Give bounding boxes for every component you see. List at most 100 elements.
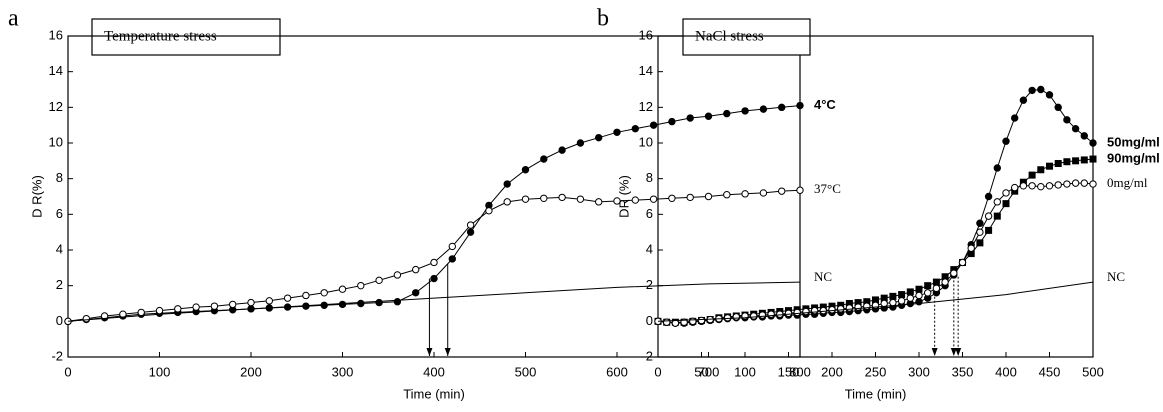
data-point <box>686 193 694 202</box>
data-point <box>915 291 923 300</box>
data-point <box>448 242 456 251</box>
x-tick-label: 0 <box>654 364 661 379</box>
data-point <box>915 285 923 293</box>
data-point <box>778 103 786 112</box>
data-point <box>932 284 941 293</box>
series-label: 37°C <box>814 181 841 196</box>
data-point <box>430 274 438 283</box>
data-point <box>82 314 91 323</box>
data-point <box>466 228 475 236</box>
data-point <box>1011 183 1019 192</box>
series-line <box>657 88 1094 324</box>
data-point <box>810 306 819 315</box>
data-point <box>976 228 984 236</box>
data-point <box>985 226 993 234</box>
data-point <box>906 288 914 296</box>
data-point <box>689 317 697 326</box>
data-point <box>1063 158 1071 166</box>
x-tick-label: 500 <box>1082 364 1104 379</box>
data-point <box>1045 182 1054 190</box>
data-point <box>210 302 219 310</box>
data-point <box>503 198 511 206</box>
data-point <box>320 289 328 297</box>
data-point <box>448 255 456 263</box>
x-tick-label: 450 <box>1039 364 1061 379</box>
data-point <box>357 299 365 308</box>
data-point <box>1071 125 1080 133</box>
data-point <box>993 212 1001 220</box>
data-point <box>283 294 292 302</box>
data-point <box>540 155 548 163</box>
data-point <box>485 207 493 215</box>
data-point <box>741 107 749 115</box>
series-label: NC <box>814 269 832 284</box>
y-tick-label: 0 <box>646 313 653 328</box>
data-point <box>1054 160 1062 168</box>
series-line <box>67 105 801 322</box>
data-point <box>1046 162 1053 170</box>
arrow-head <box>955 348 962 356</box>
data-point <box>993 198 1001 206</box>
data-point <box>357 281 365 290</box>
x-tick-label: 150 <box>778 364 800 379</box>
data-point <box>784 309 793 318</box>
data-point <box>412 265 420 274</box>
data-point <box>668 194 676 202</box>
x-tick-label: 100 <box>149 364 171 379</box>
data-point <box>906 294 914 302</box>
data-point <box>521 195 530 203</box>
data-point <box>1089 180 1097 188</box>
data-point <box>796 101 804 110</box>
data-point <box>767 310 775 318</box>
series-label: 0mg/ml <box>1107 175 1148 190</box>
data-point <box>613 128 621 137</box>
x-tick-label: 600 <box>606 364 628 379</box>
data-point <box>1063 116 1071 124</box>
x-tick-label: 500 <box>515 364 537 379</box>
data-point <box>898 291 906 299</box>
data-point <box>1002 189 1010 197</box>
data-point <box>741 190 749 198</box>
y-axis-label: D R(%) <box>29 175 44 218</box>
data-point <box>631 125 639 133</box>
data-point <box>302 291 310 300</box>
y-tick-label: -2 <box>641 348 653 363</box>
series-label: 4°C <box>814 97 836 112</box>
arrow-head <box>426 348 433 356</box>
data-point <box>631 196 639 204</box>
data-point <box>1054 103 1062 112</box>
data-point <box>723 191 731 199</box>
data-point <box>976 239 984 247</box>
y-tick-label: 14 <box>639 63 653 78</box>
y-axis-label: DR (%) <box>616 175 631 218</box>
data-point <box>1002 200 1010 208</box>
x-tick-label: 200 <box>240 364 262 379</box>
data-point <box>1063 180 1071 188</box>
series-label: 50mg/ml <box>1107 134 1160 149</box>
data-point <box>595 198 603 206</box>
x-tick-label: 400 <box>423 364 445 379</box>
data-point <box>338 285 347 293</box>
data-point <box>950 269 958 277</box>
data-point <box>776 310 784 318</box>
x-axis-label: Time (min) <box>403 386 465 401</box>
series-label: NC <box>1107 269 1125 284</box>
x-tick-label: 300 <box>332 364 354 379</box>
series-line <box>67 189 801 322</box>
x-tick-label: 0 <box>64 364 71 379</box>
x-tick-label: 200 <box>821 364 843 379</box>
y-tick-label: 16 <box>49 27 63 42</box>
data-point <box>802 307 810 316</box>
data-point <box>686 114 694 122</box>
y-tick-label: -2 <box>51 348 63 363</box>
data-point <box>671 319 680 327</box>
data-point <box>1028 171 1036 179</box>
data-point <box>1019 96 1028 104</box>
data-point <box>247 298 255 307</box>
y-tick-label: 6 <box>56 206 63 221</box>
data-point <box>393 271 402 279</box>
data-point <box>375 298 383 307</box>
data-point <box>1089 155 1097 163</box>
data-point <box>174 305 182 313</box>
data-point <box>576 195 585 203</box>
